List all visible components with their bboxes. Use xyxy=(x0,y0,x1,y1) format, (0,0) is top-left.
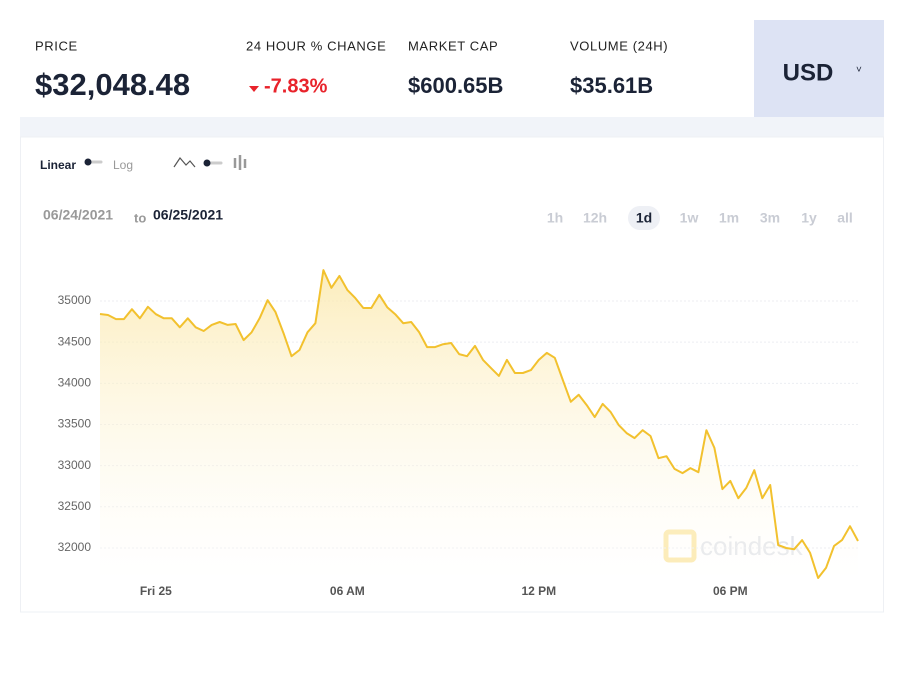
separator xyxy=(20,117,884,137)
stat-label: 24 HOUR % CHANGE xyxy=(246,38,386,53)
linear-option[interactable]: Linear xyxy=(40,158,76,172)
stat-value: $32,048.48 xyxy=(35,67,190,102)
x-tick-label: 06 PM xyxy=(713,584,748,598)
currency[interactable]: USD xyxy=(783,59,834,86)
line-icon[interactable] xyxy=(173,157,196,168)
toggle-knob[interactable] xyxy=(203,159,211,167)
y-tick-label: 32500 xyxy=(58,499,92,513)
range-button[interactable]: 1h xyxy=(547,210,563,226)
range-button[interactable]: all xyxy=(837,210,853,226)
x-tick-label: 12 PM xyxy=(521,584,556,598)
down-arrow xyxy=(249,86,259,92)
range-selected[interactable] xyxy=(628,206,660,230)
currency-box[interactable] xyxy=(754,20,884,117)
stat-value: $600.65B xyxy=(408,73,503,98)
stat-label: PRICE xyxy=(35,38,78,53)
caret: ˅ xyxy=(856,65,862,76)
date-from[interactable]: 06/24/2021 xyxy=(43,207,113,223)
toggle-knob[interactable] xyxy=(84,158,92,166)
y-tick-label: 35000 xyxy=(58,293,92,307)
log-option[interactable]: Log xyxy=(113,158,133,172)
stat-value: $35.61B xyxy=(570,73,653,98)
y-tick-label: 34000 xyxy=(58,375,92,389)
range-button[interactable]: 1w xyxy=(680,210,699,226)
stat-value: -7.83% xyxy=(264,75,328,97)
y-tick-label: 32000 xyxy=(58,540,92,554)
x-tick-label: Fri 25 xyxy=(140,584,172,598)
price-line xyxy=(99,269,859,579)
range-button[interactable]: 3m xyxy=(760,210,780,226)
candle-icon[interactable] xyxy=(233,155,247,170)
y-tick-label: 33500 xyxy=(58,417,92,431)
range-button[interactable]: 12h xyxy=(583,210,607,226)
range-button[interactable]: 1m xyxy=(719,210,739,226)
range-button[interactable]: 1d xyxy=(636,210,652,226)
date-to-word: to xyxy=(134,210,146,225)
area xyxy=(100,270,858,581)
stat-label: VOLUME (24H) xyxy=(570,38,668,53)
stat-label: MARKET CAP xyxy=(408,38,498,53)
y-tick-label: 34500 xyxy=(58,334,92,348)
date-to[interactable]: 06/25/2021 xyxy=(153,207,223,223)
x-tick-label: 06 AM xyxy=(330,584,365,598)
y-tick-label: 33000 xyxy=(58,458,92,472)
range-button[interactable]: 1y xyxy=(801,210,817,226)
